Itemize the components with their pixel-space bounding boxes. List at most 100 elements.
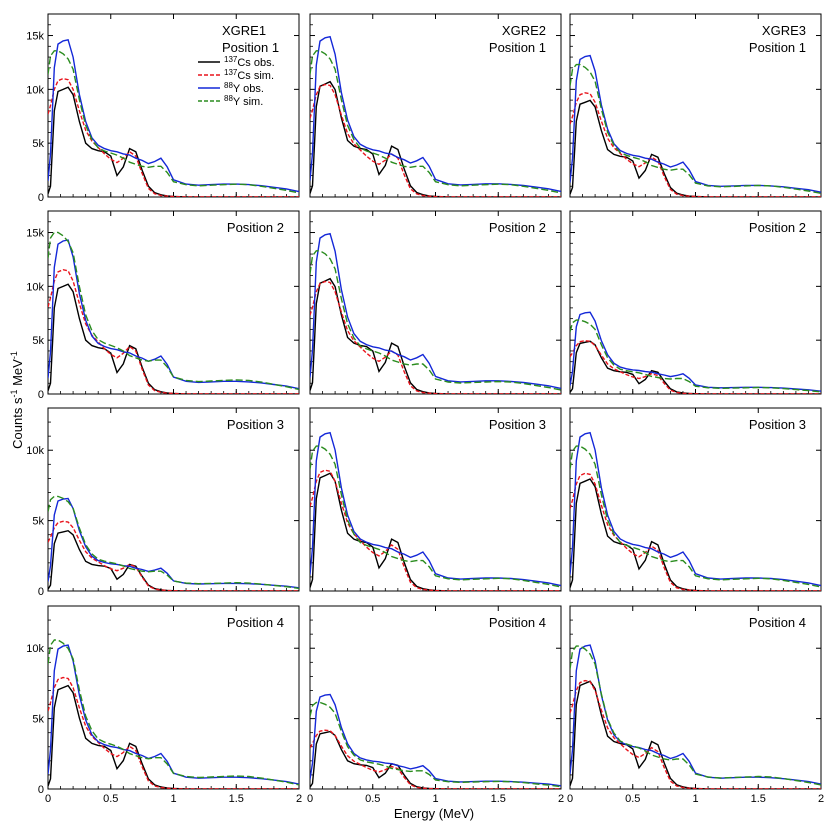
series-y-sim — [570, 319, 821, 393]
position-label: Position 2 — [749, 220, 806, 235]
y-tick-label: 5k — [32, 714, 44, 726]
series-cs-sim — [48, 268, 299, 394]
legend-entry: 88Y sim. — [224, 94, 263, 108]
series-y-sim — [310, 50, 561, 194]
plot-frame — [569, 13, 822, 198]
x-tick-label: 0.5 — [103, 793, 118, 805]
panel-2-2: Position 2 — [309, 210, 562, 395]
position-label: Position 2 — [227, 220, 284, 235]
plot-frame — [309, 407, 562, 592]
legend-entry: 137Cs sim. — [224, 68, 274, 82]
series-cs-obs — [48, 684, 299, 789]
y-tick-label: 0 — [38, 586, 44, 598]
plot-frame — [309, 605, 562, 790]
series-cs-obs — [570, 478, 821, 591]
position-label: Position 4 — [227, 615, 284, 630]
position-label: Position 2 — [489, 220, 546, 235]
series-cs-obs — [48, 86, 299, 197]
x-tick-label: 1 — [692, 793, 698, 805]
series-y-sim — [570, 645, 821, 786]
x-tick-label: 0.5 — [365, 793, 380, 805]
series-y-sim — [48, 495, 299, 590]
plot-frame — [47, 13, 300, 198]
x-tick-label: 2 — [296, 793, 302, 805]
legend-entry: 88Y obs. — [224, 81, 264, 95]
panel-4-3: 0 0.5 1 1.5 2 Position 4 — [567, 605, 824, 805]
detector-label: XGRE3 — [762, 23, 806, 38]
panel-4-1: 0 0.5 1 1.5 2 0 5k 10k Position 4 — [26, 605, 302, 805]
position-label: Position 4 — [749, 615, 806, 630]
series-cs-obs — [48, 283, 299, 394]
plot-frame — [309, 210, 562, 395]
panel-1-3: XGRE3 Position 1 — [569, 13, 822, 198]
x-tick-label: 1.5 — [491, 793, 506, 805]
plot-frame — [569, 210, 822, 395]
y-tick-label: 0 — [38, 389, 44, 401]
series-cs-sim — [570, 472, 821, 591]
panel-3-1: 0 5k 10k Position 3 — [26, 407, 300, 598]
position-label: Position 1 — [749, 40, 806, 55]
plot-frame — [309, 13, 562, 198]
panel-3-2: Position 3 — [309, 407, 562, 592]
panel-1-2: XGRE2 Position 1 — [309, 13, 562, 198]
series-cs-sim — [310, 469, 561, 591]
position-label: Position 3 — [749, 417, 806, 432]
series-y-sim — [570, 63, 821, 194]
x-axis-label: Energy (MeV) — [394, 806, 474, 821]
plot-frame — [569, 605, 822, 790]
series-y-sim — [48, 639, 299, 786]
y-tick-label: 10k — [26, 84, 44, 96]
detector-label: XGRE1 — [222, 23, 266, 38]
panel-3-3: Position 3 — [569, 407, 822, 592]
legend-entry: 137Cs obs. — [224, 55, 275, 69]
position-label: Position 1 — [222, 40, 279, 55]
y-tick-label: 15k — [26, 228, 44, 240]
position-label: Position 3 — [227, 417, 284, 432]
panel-2-1: 0 5k 10k 15k Position 2 — [26, 210, 300, 401]
series-cs-obs — [48, 529, 299, 591]
series-cs-sim — [310, 729, 561, 789]
series-y-sim — [48, 50, 299, 194]
x-tick-label: 1.5 — [751, 793, 766, 805]
panel-2-3: Position 2 — [569, 210, 822, 395]
x-tick-label: 0.5 — [625, 793, 640, 805]
series-cs-obs — [570, 99, 821, 197]
series-y-sim — [310, 250, 561, 391]
y-tick-label: 0 — [38, 192, 44, 204]
position-label: Position 4 — [489, 615, 546, 630]
x-tick-label: 2 — [818, 793, 824, 805]
series-cs-obs — [310, 80, 561, 197]
x-tick-label: 1 — [432, 793, 438, 805]
series-cs-sim — [570, 92, 821, 197]
plot-frame — [47, 407, 300, 592]
series-y-obs — [48, 497, 299, 589]
series-cs-obs — [310, 277, 561, 394]
y-tick-label: 5k — [32, 516, 44, 528]
y-tick-label: 10k — [26, 281, 44, 293]
plot-frame — [569, 407, 822, 592]
plot-frame — [47, 210, 300, 395]
series-cs-sim — [48, 77, 299, 197]
series-y-sim — [310, 701, 561, 788]
series-y-sim — [48, 231, 299, 391]
y-tick-label: 10k — [26, 643, 44, 655]
position-label: Position 3 — [489, 417, 546, 432]
x-tick-label: 0 — [567, 793, 573, 805]
series-y-obs — [570, 644, 821, 785]
x-tick-label: 0 — [45, 793, 51, 805]
y-tick-label: 0 — [38, 784, 44, 796]
x-tick-label: 2 — [558, 793, 564, 805]
y-axis-label: Counts s-1 MeV-1 — [9, 351, 25, 449]
series-y-sim — [570, 445, 821, 588]
legend: 137Cs obs.137Cs sim.88Y obs.88Y sim. — [198, 55, 275, 108]
x-tick-label: 1 — [170, 793, 176, 805]
series-y-obs — [48, 239, 299, 390]
x-tick-label: 1.5 — [229, 793, 244, 805]
y-tick-label: 5k — [32, 335, 44, 347]
series-y-obs — [310, 232, 561, 390]
y-tick-label: 5k — [32, 138, 44, 150]
y-tick-label: 15k — [26, 31, 44, 43]
